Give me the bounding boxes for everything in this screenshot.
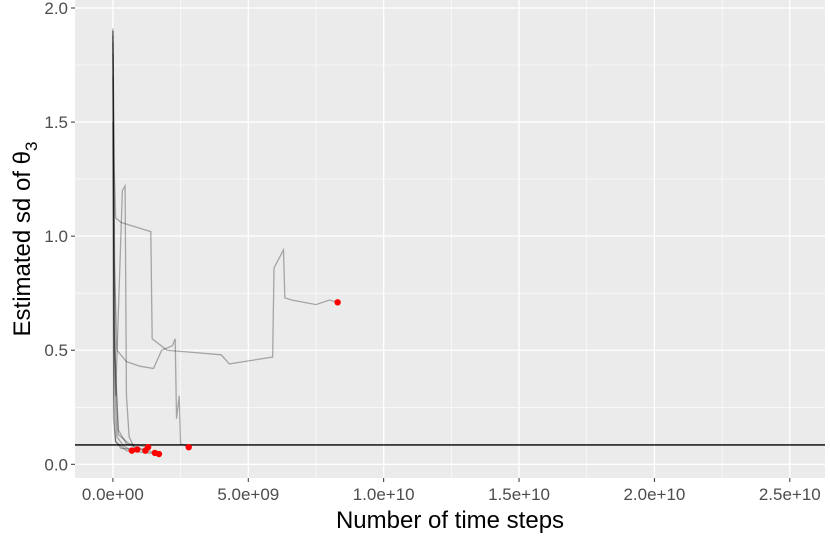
y-tick-label: 1.0 (44, 227, 68, 246)
y-tick-label: 0.5 (44, 341, 68, 360)
endpoint (134, 446, 141, 453)
endpoint (185, 443, 192, 451)
y-axis-title: Estimated sd of θ3 (9, 142, 41, 337)
panel (75, 0, 825, 478)
series-line (112, 53, 133, 452)
x-tick-label: 1.5e+10 (488, 485, 550, 504)
x-tick-label: 0.0e+00 (82, 485, 144, 504)
endpoint (144, 443, 152, 451)
y-axis-title-subscript: 3 (22, 142, 41, 151)
y-tick-label: 1.5 (44, 113, 68, 132)
series-line (112, 30, 146, 452)
series-line (112, 30, 338, 365)
x-tick-label: 2.0e+10 (623, 485, 685, 504)
endpoint (128, 447, 136, 454)
endpoint (334, 299, 341, 306)
endpoint (155, 450, 163, 458)
y-axis-title-text: Estimated sd of θ (9, 151, 36, 336)
x-tick-label: 1.0e+10 (353, 485, 415, 504)
y-tick-label: 2.0 (44, 0, 68, 18)
series-line (112, 42, 189, 448)
series-line (112, 76, 138, 451)
y-tick-label: 0.0 (44, 455, 68, 474)
x-axis-title: Number of time steps (336, 507, 564, 534)
x-tick-label: 5.0e+09 (217, 485, 279, 504)
series-line (112, 35, 156, 454)
x-tick-label: 2.5e+10 (759, 485, 821, 504)
